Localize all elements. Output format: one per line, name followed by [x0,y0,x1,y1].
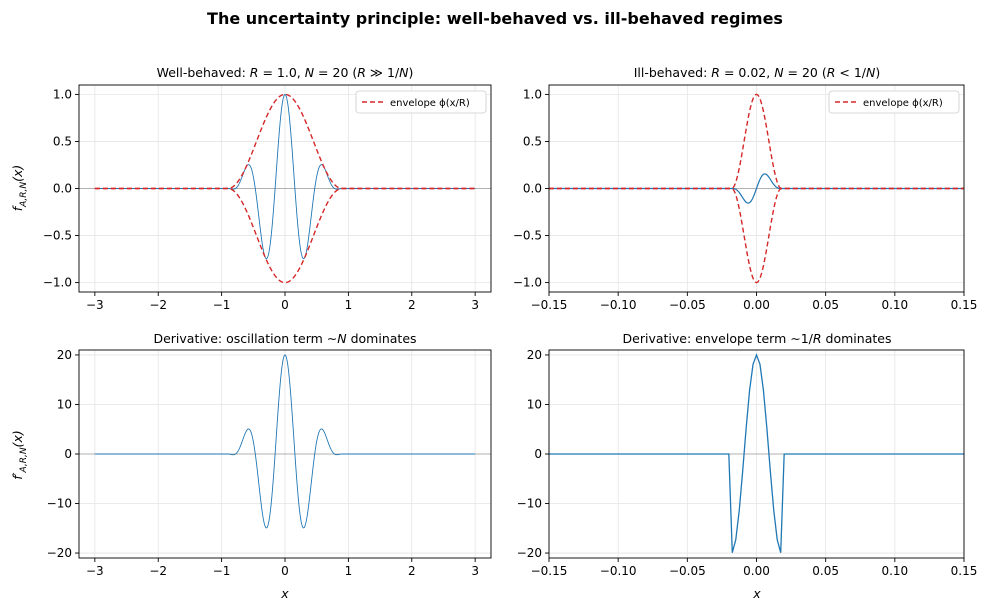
y-tick-label: 0 [534,447,542,461]
x-tick-label: −1 [213,564,231,578]
y-tick-label: −1.0 [513,276,542,290]
envelope-lower-line [549,187,964,284]
y-axis-label: fA,R,N(x) [10,165,29,212]
x-tick-label: 0.00 [743,564,770,578]
y-tick-label: 0.0 [53,182,72,196]
legend-box [355,90,487,114]
x-tick-label: −0.10 [600,564,637,578]
x-tick-label: 1 [345,564,353,578]
x-tick-label: 0.15 [951,298,978,312]
y-tick-label: −10 [47,497,72,511]
figure-suptitle: The uncertainty principle: well-behaved … [207,9,783,28]
panel-title: Well-behaved: R = 1.0, N = 20 (R ≫ 1/N) [157,65,414,80]
y-tick-label: −20 [47,546,72,560]
series-line [549,353,964,553]
y-tick-label: −20 [517,546,542,560]
plot-area: −3 −2 −1 0 1 2 3 −1.0 −0.5 0.0 0.5 1.0 envelope ϕ(x/… [43,84,492,312]
y-tick-label: 20 [57,348,72,362]
x-tick-label: 2 [408,564,416,578]
y-tick-label: 20 [527,348,542,362]
x-tick-label: −0.15 [531,298,568,312]
x-tick-label: 3 [471,564,479,578]
x-tick-label: 3 [471,298,479,312]
y-tick-label: 1.0 [53,87,72,101]
legend: envelope ϕ(x/R) [355,90,487,114]
x-axis-label: x [752,586,761,601]
x-tick-label: 0.05 [812,564,839,578]
x-tick-label: −0.15 [531,564,568,578]
x-tick-label: 1 [345,298,353,312]
x-tick-label: 0 [281,564,289,578]
y-tick-label: 1.0 [523,87,542,101]
y-tick-label: 0.0 [523,182,542,196]
legend-label: envelope ϕ(x/R) [863,98,943,109]
series-line [549,173,964,204]
envelope-upper-line [549,93,964,190]
x-tick-label: −0.05 [669,564,706,578]
y-tick-label: −10 [517,497,542,511]
legend-box [828,90,960,114]
y-tick-label: 10 [527,397,542,411]
x-tick-label: −1 [213,298,231,312]
x-axis-label: x [280,586,289,601]
panel-title: Derivative: oscillation term ∼N dominate… [153,331,416,346]
x-tick-label: 0.15 [951,564,978,578]
x-tick-label: −0.05 [669,298,706,312]
x-tick-label: −2 [149,564,167,578]
y-axis-label: f′A,R,N(x) [10,430,29,479]
y-tick-label: −0.5 [43,229,72,243]
x-tick-label: 2 [408,298,416,312]
x-tick-label: 0.10 [881,564,908,578]
legend-label: envelope ϕ(x/R) [390,98,470,109]
panel-title: Derivative: envelope term ∼1/R dominates [623,331,892,346]
x-tick-label: 0.10 [881,298,908,312]
y-tick-label: 0 [64,447,72,461]
panel-oscillation-derivative: Derivative: oscillation term ∼N dominate… [10,331,492,601]
x-tick-label: −0.10 [600,298,637,312]
legend: envelope ϕ(x/R) [828,90,960,114]
plot-area: −0.15 −0.10 −0.05 0.00 0.05 0.10 0.15 −20 −10 0 10… [517,348,978,578]
y-tick-label: 0.5 [53,134,72,148]
panel-well-behaved-function: Well-behaved: R = 1.0, N = 20 (R ≫ 1/N) … [10,65,492,312]
panel-envelope-derivative: Derivative: envelope term ∼1/R dominates… [517,331,978,601]
x-tick-label: 0.00 [743,298,770,312]
x-tick-label: 0 [281,298,289,312]
series-line [94,93,476,260]
x-tick-label: −3 [86,564,104,578]
panel-title: Ill-behaved: R = 0.02, N = 20 (R < 1/N) [634,65,881,80]
x-tick-label: −3 [86,298,104,312]
y-tick-label: −1.0 [43,276,72,290]
panel-ill-behaved-function: Ill-behaved: R = 0.02, N = 20 (R < 1/N) … [513,65,978,312]
y-tick-label: −0.5 [513,229,542,243]
x-tick-label: −2 [149,298,167,312]
y-tick-label: 0.5 [523,134,542,148]
y-tick-label: 10 [57,397,72,411]
x-tick-label: 0.05 [812,298,839,312]
plot-area: −0.15 −0.10 −0.05 0.00 0.05 0.10 0.15 −1.0 −0.5 0… [513,84,978,312]
series-line [94,354,476,529]
